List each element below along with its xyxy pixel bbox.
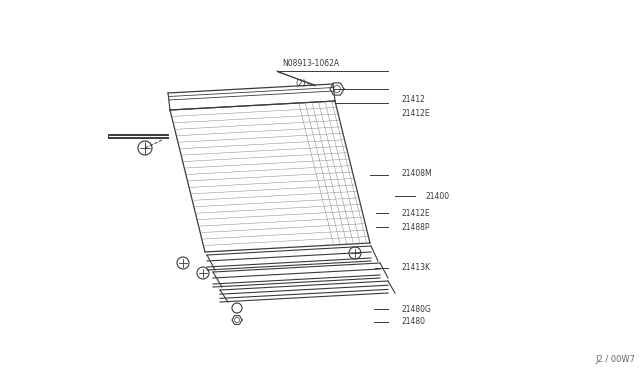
- Text: 21412: 21412: [402, 94, 426, 103]
- Text: 21413K: 21413K: [402, 263, 431, 272]
- Text: 21488P: 21488P: [402, 222, 431, 231]
- Text: 21408M: 21408M: [402, 169, 433, 177]
- Text: N08913-1062A: N08913-1062A: [282, 59, 339, 68]
- Text: 21480: 21480: [402, 317, 426, 327]
- Text: J2 / 00W7: J2 / 00W7: [595, 355, 635, 364]
- Text: 21480G: 21480G: [402, 305, 432, 314]
- Text: 21400: 21400: [425, 192, 449, 201]
- Text: 21412E: 21412E: [402, 208, 431, 218]
- Text: (2): (2): [295, 79, 306, 88]
- Text: 21412E: 21412E: [402, 109, 431, 118]
